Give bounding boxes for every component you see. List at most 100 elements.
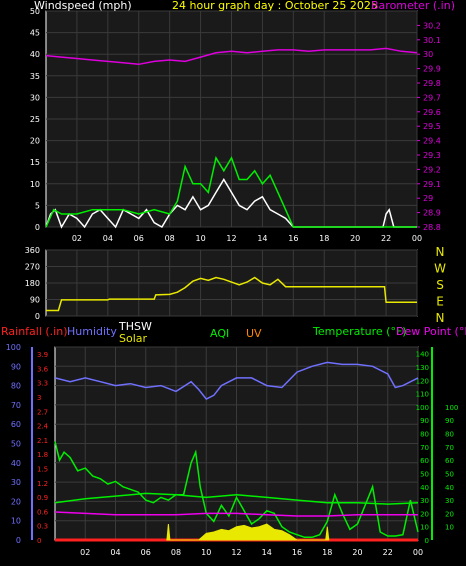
rain-tick: 0 bbox=[37, 537, 41, 545]
humidity-ticks: 0 10 20 30 40 50 60 70 80 90 100 bbox=[6, 343, 21, 545]
legend-dew-point: Dew Point (°F) bbox=[396, 325, 466, 338]
direction-grid bbox=[46, 249, 418, 317]
rain-tick: 1.2 bbox=[37, 480, 48, 488]
humidity-tick: 50 bbox=[11, 440, 21, 449]
temperature-tick-right: 100 bbox=[445, 404, 458, 412]
conditions-panel: 0 0.3 0.6 0.9 1.2 1.5 1.8 2.1 2.4 2.7 3 3.3 3.6 3.9 0… bbox=[1, 320, 466, 557]
rain-tick: 0.9 bbox=[37, 494, 48, 502]
temperature-tick: 90 bbox=[420, 417, 429, 425]
rain-tick: 0.6 bbox=[37, 508, 49, 516]
conditions-x-tick: 10 bbox=[201, 548, 211, 557]
wind-y-tick: 5 bbox=[35, 201, 40, 210]
conditions-x-tick: 08 bbox=[171, 548, 181, 557]
gust-line bbox=[45, 155, 417, 228]
dew-point-line bbox=[54, 511, 418, 517]
temperature-tick: 70 bbox=[420, 444, 429, 452]
rain-tick: 2.7 bbox=[37, 408, 48, 416]
legend-temperature: Temperature (°F) bbox=[312, 325, 407, 338]
temperature-tick: 0 bbox=[425, 537, 429, 545]
humidity-line bbox=[54, 361, 419, 401]
barometer-y-tick: 30 bbox=[423, 50, 433, 59]
conditions-x-tick: 02 bbox=[80, 548, 90, 557]
barometer-y-tick: 30.1 bbox=[423, 36, 441, 45]
temperature-tick: 40 bbox=[420, 484, 429, 492]
humidity-tick: 70 bbox=[11, 401, 21, 410]
conditions-x-tick: 16 bbox=[292, 548, 302, 557]
rain-tick: 3.3 bbox=[37, 380, 48, 388]
wind-y-tick: 35 bbox=[30, 72, 40, 81]
wind-y-tick: 40 bbox=[30, 50, 40, 59]
legend: Rainfall (.in) Humidity THSW Solar AQI U… bbox=[1, 320, 466, 345]
conditions-x-tick: 14 bbox=[262, 548, 272, 557]
legend-rainfall: Rainfall (.in) bbox=[1, 325, 68, 338]
wind-y-tick: 25 bbox=[30, 115, 40, 124]
wind-direction-line bbox=[46, 276, 417, 312]
wind-x-tick: 10 bbox=[195, 234, 205, 243]
humidity-tick: 90 bbox=[11, 362, 21, 371]
direction-y-ticks: 0 90 180 270 360 bbox=[25, 246, 40, 321]
humidity-tick: 60 bbox=[11, 420, 21, 429]
rain-tick: 2.4 bbox=[37, 423, 49, 431]
barometer-y-tick: 28.9 bbox=[423, 209, 441, 218]
wind-x-tick: 22 bbox=[381, 234, 391, 243]
wind-x-tick: 18 bbox=[319, 234, 329, 243]
wind-y-tick: 50 bbox=[30, 7, 40, 16]
temperature-tick: 120 bbox=[416, 377, 429, 385]
barometer-y-tick: 29.9 bbox=[423, 65, 441, 74]
wind-y-tick: 30 bbox=[30, 93, 40, 102]
direction-y-tick: 0 bbox=[35, 312, 40, 321]
legend-humidity: Humidity bbox=[67, 325, 117, 338]
chart-title: 24 hour graph day : October 25 2025 bbox=[172, 0, 378, 12]
wind-x-tick: 16 bbox=[288, 234, 298, 243]
conditions-x-ticks: 02 04 06 08 10 12 14 16 18 20 22 00 bbox=[80, 548, 423, 557]
wind-y-tick: 20 bbox=[30, 137, 40, 146]
temperature-tick-right: 10 bbox=[445, 524, 454, 532]
barometer-line bbox=[45, 47, 418, 66]
temperature-tick-right: 50 bbox=[445, 470, 454, 478]
wind-x-tick: 12 bbox=[226, 234, 236, 243]
temperature-tick-right: 60 bbox=[445, 457, 454, 465]
temperature-tick-right: 70 bbox=[445, 444, 454, 452]
temperature-tick: 80 bbox=[420, 431, 429, 439]
conditions-x-tick: 22 bbox=[383, 548, 393, 557]
humidity-tick: 20 bbox=[11, 497, 21, 506]
conditions-x-tick: 18 bbox=[322, 548, 332, 557]
temperature-tick-right: 90 bbox=[445, 417, 454, 425]
rain-tick: 3 bbox=[37, 394, 41, 402]
rain-tick: 3.6 bbox=[37, 365, 49, 373]
barometer-y-tick: 29.7 bbox=[423, 93, 441, 102]
conditions-series bbox=[54, 361, 419, 542]
barometer-y-tick: 28.8 bbox=[423, 223, 441, 232]
humidity-tick: 40 bbox=[11, 459, 21, 468]
temperature-tick-right: 20 bbox=[445, 510, 454, 518]
barometer-y-tick: 29.4 bbox=[423, 137, 441, 146]
direction-y-tick: 270 bbox=[25, 263, 40, 272]
temperature-tick: 10 bbox=[420, 524, 429, 532]
humidity-tick: 10 bbox=[11, 517, 21, 526]
temperature-ticks-right: 10 20 30 40 50 60 70 80 90 100 bbox=[445, 404, 458, 532]
compass-label: N bbox=[436, 245, 445, 259]
legend-thsw: THSW bbox=[118, 320, 152, 333]
barometer-y-tick: 29 bbox=[423, 194, 433, 203]
wind-x-tick: 08 bbox=[165, 234, 175, 243]
wind-series bbox=[45, 47, 418, 229]
barometer-y-ticks: 28.8 28.9 29 29.1 29.2 29.3 29.4 29.5 29.6 29.7 29… bbox=[417, 21, 441, 232]
humidity-tick: 0 bbox=[16, 536, 21, 545]
direction-y-tick: 90 bbox=[30, 296, 40, 305]
barometer-y-tick: 29.5 bbox=[423, 122, 441, 131]
barometer-y-tick: 29.8 bbox=[423, 79, 441, 88]
temperature-tick: 50 bbox=[420, 470, 429, 478]
wind-x-ticks: 02 04 06 08 10 12 14 16 18 20 22 00 bbox=[72, 234, 422, 243]
barometer-y-tick: 29.2 bbox=[423, 165, 441, 174]
compass-label: W bbox=[434, 262, 446, 276]
temperature-tick: 20 bbox=[420, 510, 429, 518]
conditions-x-tick: 04 bbox=[110, 548, 120, 557]
legend-uv: UV bbox=[246, 327, 262, 340]
conditions-x-tick: 06 bbox=[141, 548, 151, 557]
rain-tick: 3.9 bbox=[37, 351, 48, 359]
wind-y-ticks: 0 5 10 15 20 25 30 35 40 45 50 bbox=[30, 7, 40, 232]
conditions-x-tick: 12 bbox=[231, 548, 241, 557]
